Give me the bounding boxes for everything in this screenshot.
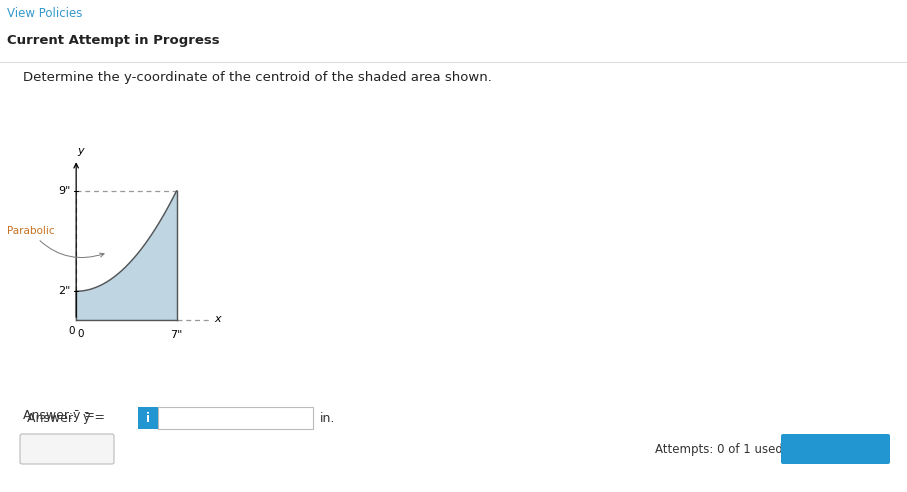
Text: ȳ =: ȳ = [73,409,94,422]
Text: Current Attempt in Progress: Current Attempt in Progress [7,34,219,47]
Text: 0: 0 [77,329,83,338]
FancyBboxPatch shape [781,434,890,464]
Text: Answer:: Answer: [23,409,77,422]
Text: x: x [214,313,220,324]
Text: View Policies: View Policies [7,7,83,20]
Text: Save for Later: Save for Later [27,444,106,454]
Text: 7": 7" [171,330,182,340]
Text: Parabolic: Parabolic [7,226,104,257]
Text: Determine the y-coordinate of the centroid of the shaded area shown.: Determine the y-coordinate of the centro… [23,71,492,84]
Text: ȳ =: ȳ = [83,411,105,425]
Polygon shape [76,191,177,320]
FancyBboxPatch shape [20,434,114,464]
Text: y: y [77,147,83,156]
Text: Attempts: 0 of 1 used: Attempts: 0 of 1 used [655,442,783,456]
Text: Answer:: Answer: [27,411,81,425]
Text: in.: in. [320,411,336,425]
Text: i: i [146,411,150,425]
Text: 9": 9" [58,186,71,196]
Text: 2": 2" [58,286,71,296]
Text: Submit Answer: Submit Answer [785,442,885,456]
FancyBboxPatch shape [158,407,313,429]
Text: 0: 0 [69,326,75,336]
FancyBboxPatch shape [138,407,158,429]
